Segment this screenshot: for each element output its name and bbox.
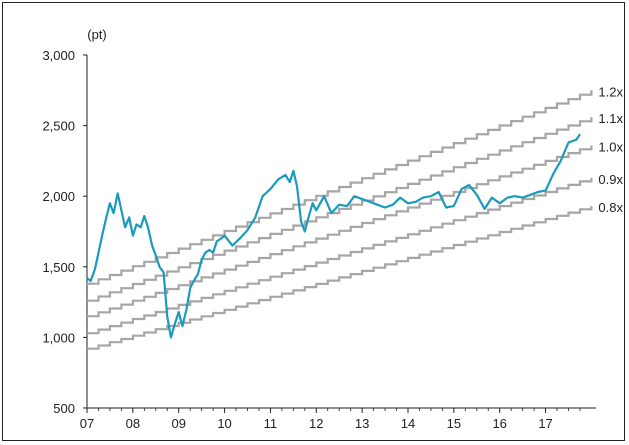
x-tick-label: 12 — [309, 416, 323, 431]
x-tick-label: 09 — [171, 416, 185, 431]
band-line-1-0x — [87, 145, 593, 318]
y-tick-label: 2,500 — [42, 119, 75, 134]
index-line — [86, 133, 581, 339]
band-line-1-1x — [87, 117, 593, 302]
x-tick-label: 10 — [217, 416, 231, 431]
band-line-1-2x — [87, 90, 593, 285]
band-label: 1.0x — [598, 139, 623, 154]
x-tick-label: 11 — [264, 416, 278, 431]
y-tick-label: 1,000 — [42, 330, 75, 345]
index-series — [86, 133, 581, 339]
x-tick-label: 14 — [401, 416, 415, 431]
band-series — [87, 90, 593, 350]
x-tick-label: 08 — [126, 416, 140, 431]
y-tick-label: 500 — [53, 401, 75, 416]
band-line-0-9x — [87, 177, 593, 335]
band-label: 0.9x — [598, 172, 623, 187]
band-label: 1.2x — [598, 84, 623, 99]
x-tick-label: 15 — [447, 416, 461, 431]
y-tick-label: 1,500 — [42, 260, 75, 275]
x-tick-label: 07 — [80, 416, 94, 431]
unit-label: (pt) — [87, 27, 107, 42]
y-tick-label: 2,000 — [42, 189, 75, 204]
x-tick-label: 16 — [492, 416, 506, 431]
band-label: 1.1x — [598, 111, 623, 126]
labels: 1.2x 1.1x 1.0x 0.9x 0.8x — [598, 84, 623, 215]
y-tick-label: 3,000 — [42, 48, 75, 63]
band-line-0-8x — [87, 206, 593, 350]
x-tick-label: 13 — [355, 416, 369, 431]
x-tick-label: 17 — [538, 416, 552, 431]
band-label: 0.8x — [598, 200, 623, 215]
